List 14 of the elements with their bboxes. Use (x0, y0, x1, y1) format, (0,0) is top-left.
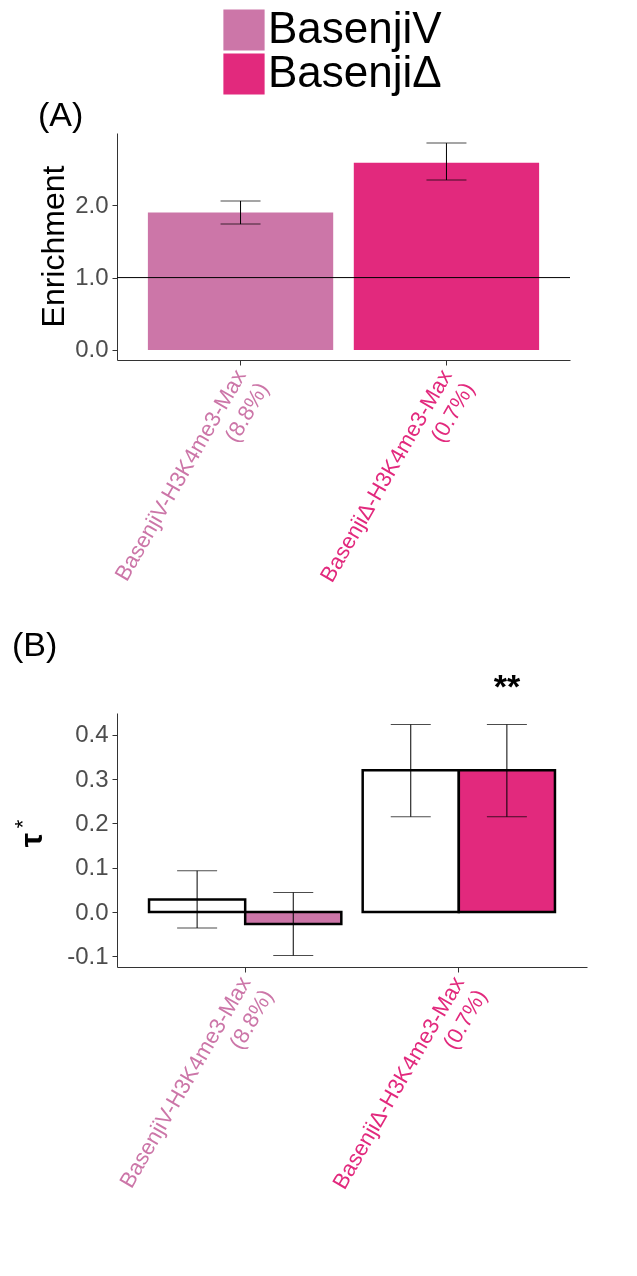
y-tick-label: 0.0 (75, 897, 109, 925)
y-tick-label: 0.0 (75, 335, 109, 363)
y-tick-label: -0.1 (67, 941, 109, 969)
y-tick-label: 0.4 (75, 720, 109, 748)
y-tick-label: 1.0 (75, 263, 109, 291)
y-axis-title: τ* (10, 819, 49, 848)
chart-title: (A) (38, 95, 84, 133)
chart-title: (B) (12, 625, 58, 663)
text: ** (493, 667, 521, 705)
y-tick-label: 0.1 (75, 853, 109, 881)
y-axis-title: Enrichment (35, 165, 71, 328)
y-tick-label: 0.3 (75, 764, 109, 792)
y-tick-label: 2.0 (75, 190, 109, 218)
y-tick-label: 0.2 (75, 808, 109, 836)
